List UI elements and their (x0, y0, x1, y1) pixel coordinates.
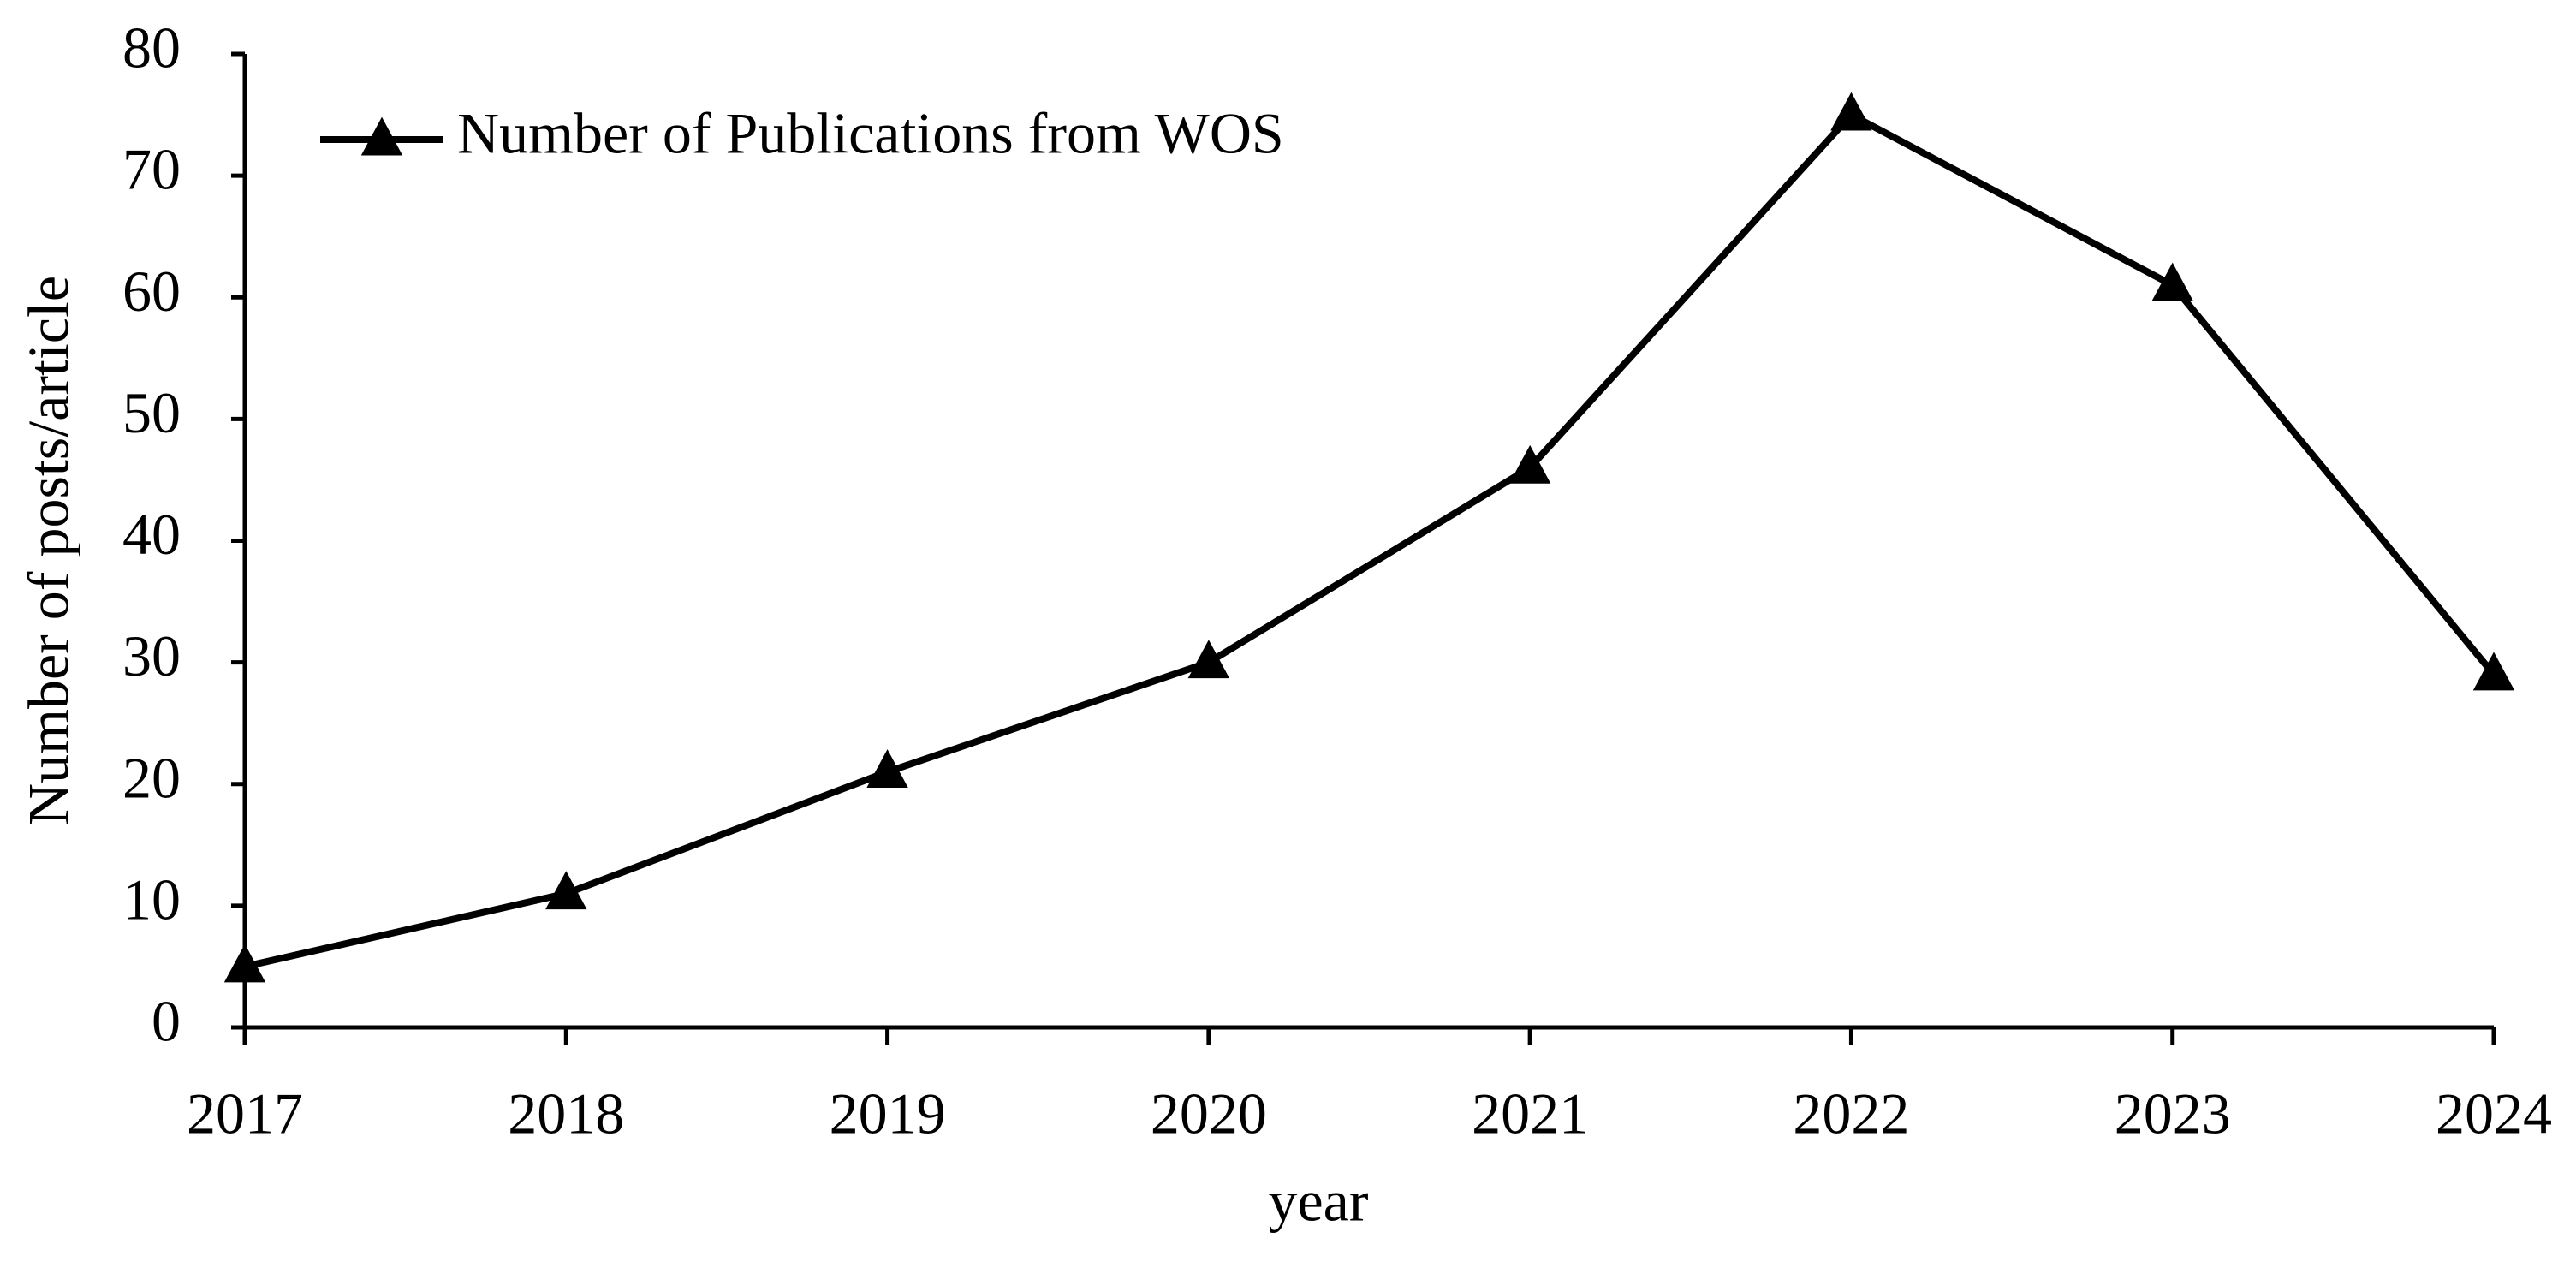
y-tick-label: 80 (122, 15, 181, 80)
marker (223, 944, 266, 983)
marker (545, 871, 587, 910)
marker (2472, 652, 2515, 691)
marker (866, 749, 908, 789)
y-tick-label: 70 (122, 137, 181, 202)
x-tick-label: 2022 (1793, 1081, 1909, 1146)
x-tick-label: 2017 (187, 1081, 303, 1146)
y-tick-label: 0 (152, 989, 181, 1054)
x-tick-label: 2023 (2115, 1081, 2231, 1146)
x-tick-label: 2024 (2436, 1081, 2552, 1146)
marker (1830, 92, 1872, 131)
y-tick-label: 60 (122, 259, 181, 324)
y-tick-label: 40 (122, 502, 181, 567)
marker (1187, 640, 1230, 679)
x-tick-label: 2018 (508, 1081, 624, 1146)
x-tick-label: 2021 (1472, 1081, 1588, 1146)
y-tick-label: 50 (122, 380, 181, 445)
legend-label: Number of Publications from WOS (457, 101, 1284, 166)
marker (1508, 444, 1551, 484)
x-tick-label: 2019 (830, 1081, 946, 1146)
y-tick-label: 20 (122, 745, 181, 810)
marker (2151, 262, 2193, 301)
y-tick-label: 30 (122, 623, 181, 688)
x-tick-label: 2020 (1151, 1081, 1267, 1146)
x-axis-label: year (1268, 1169, 1368, 1234)
y-axis-label: Number of posts/article (16, 276, 81, 825)
legend-marker (360, 116, 403, 156)
y-tick-label: 10 (122, 866, 181, 932)
line (244, 111, 2497, 970)
